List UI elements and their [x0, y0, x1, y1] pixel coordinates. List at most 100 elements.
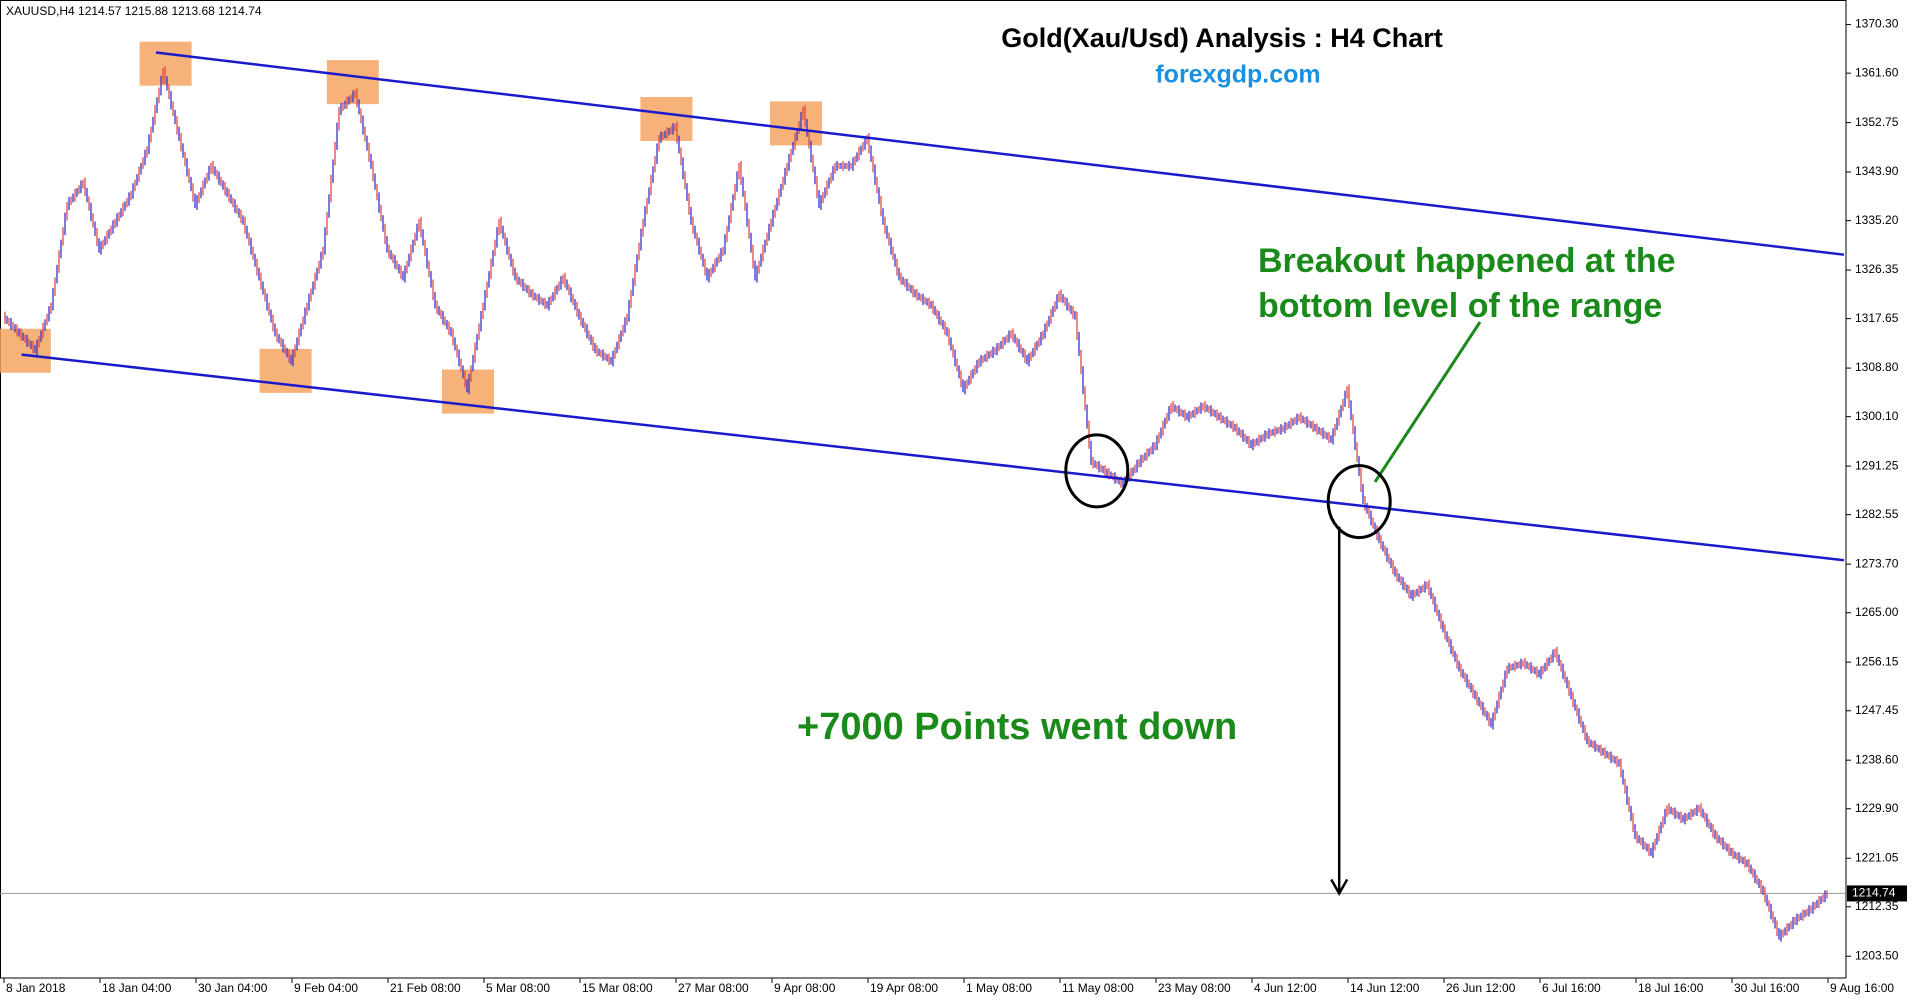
price-bar — [1236, 423, 1252, 449]
price-bar — [788, 107, 804, 171]
y-tick-label: 1370.30 — [1855, 17, 1899, 31]
price-bar — [212, 160, 228, 197]
x-tick-label: 1 May 08:00 — [966, 981, 1032, 995]
highlight-box — [770, 101, 822, 146]
breakout-circle — [1064, 433, 1130, 509]
x-tick-label: 6 Jul 16:00 — [1542, 981, 1601, 995]
price-bar — [116, 190, 132, 227]
y-tick-label: 1291.25 — [1855, 458, 1899, 472]
price-bar — [244, 216, 260, 281]
x-tick-label: 9 Apr 08:00 — [774, 981, 836, 995]
price-bar — [372, 160, 388, 253]
price-bar — [1700, 803, 1716, 840]
y-tick-label: 1326.35 — [1855, 262, 1899, 276]
price-bar — [1588, 736, 1604, 756]
price-bar — [836, 160, 852, 171]
price-bar — [900, 272, 916, 298]
x-tick-label: 11 May 08:00 — [1062, 981, 1134, 995]
annotation: Breakout happened at the — [1258, 242, 1676, 280]
price-bar — [436, 300, 452, 337]
price-bar — [340, 90, 356, 116]
price-bar — [1620, 758, 1636, 840]
price-bar — [36, 302, 52, 356]
price-bar — [4, 311, 20, 337]
price-bar — [532, 289, 548, 310]
price-bar — [1428, 579, 1444, 633]
price-bar — [228, 188, 244, 225]
price-bar — [1764, 886, 1780, 940]
price-bar — [1092, 456, 1108, 477]
price-bar — [1172, 401, 1188, 421]
y-tick-label: 1343.90 — [1855, 164, 1899, 178]
price-bar — [180, 132, 196, 208]
arrow-head — [1330, 878, 1349, 896]
y-tick-label: 1247.45 — [1855, 703, 1899, 717]
trendline — [155, 51, 1845, 256]
price-bar — [164, 65, 180, 141]
price-bar — [1492, 665, 1508, 730]
annotation: +7000 Points went down — [797, 706, 1237, 748]
price-bar — [820, 162, 836, 210]
y-tick-label: 1273.70 — [1855, 556, 1899, 570]
price-bar — [20, 328, 36, 354]
y-tick-label: 1282.55 — [1855, 507, 1899, 521]
price-bar — [1716, 831, 1732, 856]
price-bar — [1732, 847, 1748, 868]
x-tick-label: 9 Aug 16:00 — [1830, 981, 1894, 995]
price-bar — [308, 246, 324, 311]
price-bar — [1028, 330, 1044, 367]
price-bar — [548, 274, 564, 311]
price-bar — [1812, 890, 1828, 914]
price-bar — [1652, 805, 1668, 858]
x-tick-label: 18 Jul 16:00 — [1638, 981, 1704, 995]
price-bar — [468, 302, 484, 395]
price-bar — [1332, 386, 1348, 445]
last-price-box — [1847, 885, 1907, 902]
price-bar — [1156, 403, 1172, 451]
price-bar — [1284, 413, 1300, 434]
price-bar — [132, 146, 148, 199]
price-bar — [1796, 905, 1812, 925]
price-bar — [1220, 412, 1236, 433]
price-bar — [100, 218, 116, 255]
price-bar — [68, 179, 84, 210]
price-bar — [1524, 657, 1540, 678]
price-bar — [996, 330, 1012, 356]
x-tick-label: 26 Jun 12:00 — [1446, 981, 1516, 995]
price-bar — [948, 328, 964, 393]
y-tick-label: 1256.15 — [1855, 654, 1899, 668]
x-tick-label: 21 Feb 08:00 — [390, 981, 461, 995]
price-bar — [1188, 402, 1204, 423]
y-tick-label: 1361.60 — [1855, 65, 1899, 79]
price-bar — [260, 272, 276, 337]
price-bar — [1252, 430, 1268, 451]
price-bar — [1140, 442, 1156, 467]
last-price-label: 1214.74 — [1852, 886, 1896, 900]
x-tick-label: 14 Jun 12:00 — [1350, 981, 1420, 995]
price-bar — [404, 218, 420, 283]
y-tick-label: 1308.80 — [1855, 360, 1899, 374]
price-bar — [724, 162, 740, 255]
price-bar — [1668, 803, 1684, 823]
price-bar — [756, 218, 772, 283]
symbol-info: XAUUSD,H4 1214.57 1215.88 1213.68 1214.7… — [6, 4, 262, 18]
x-tick-label: 23 May 08:00 — [1158, 981, 1231, 995]
price-bar — [868, 132, 884, 225]
price-bar — [644, 134, 660, 227]
chart-title: Gold(Xau/Usd) Analysis : H4 Chart — [1001, 23, 1443, 53]
price-bar — [1636, 831, 1652, 856]
x-tick-label: 19 Apr 08:00 — [870, 981, 938, 995]
price-bar — [52, 201, 68, 311]
y-tick-label: 1352.75 — [1855, 115, 1899, 129]
price-bar — [148, 67, 164, 155]
price-bar — [772, 162, 788, 227]
y-tick-label: 1265.00 — [1855, 605, 1899, 619]
price-bar — [276, 328, 292, 365]
price-bar — [564, 272, 580, 320]
price-bar — [1444, 624, 1460, 672]
x-tick-label: 30 Jul 16:00 — [1734, 981, 1800, 995]
price-bar — [1460, 663, 1476, 700]
price-bar — [580, 311, 596, 354]
